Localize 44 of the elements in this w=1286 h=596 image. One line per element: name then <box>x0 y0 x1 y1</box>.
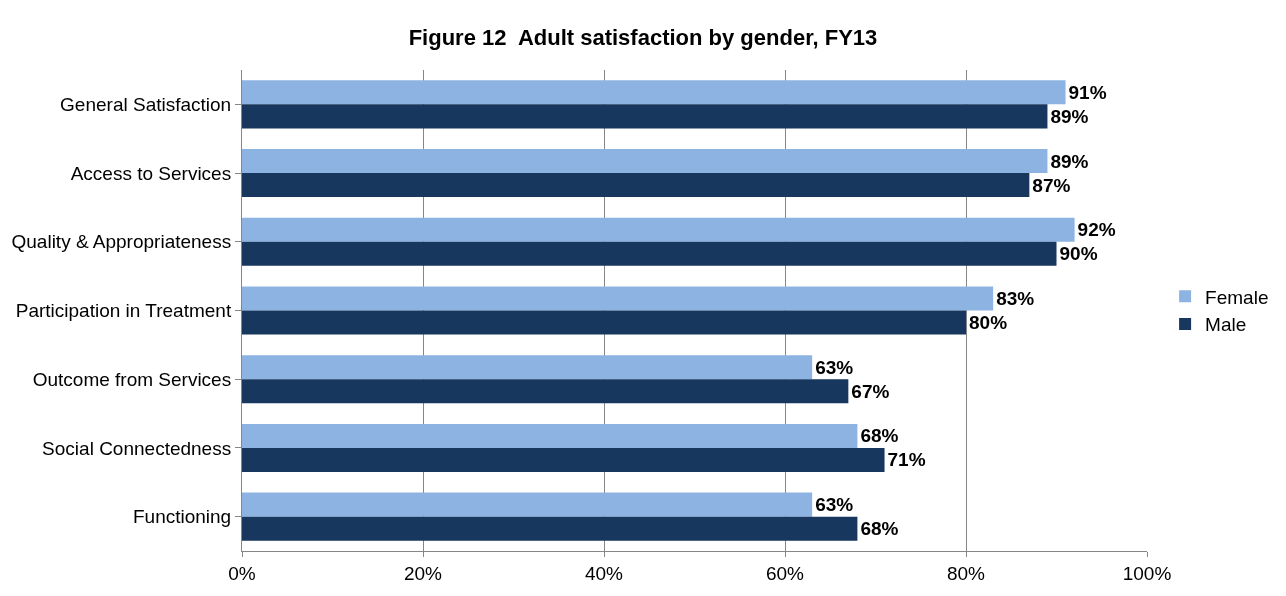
legend-label: Male <box>1205 314 1247 336</box>
x-tick-label: 20% <box>403 562 443 584</box>
bar <box>242 80 1066 105</box>
x-tick-label: 80% <box>946 562 986 584</box>
chart-title: Figure 12 Adult satisfaction by gender, FY13 <box>408 25 878 51</box>
data-label: 68% <box>860 518 899 540</box>
data-label: 90% <box>1059 243 1098 265</box>
data-label: 71% <box>887 449 926 471</box>
data-label: 67% <box>851 380 890 402</box>
y-tick-label: Access to Services <box>70 162 232 184</box>
x-tick-label: 0% <box>228 562 256 584</box>
data-label: 89% <box>1050 105 1089 127</box>
y-tick-label: Social Connectedness <box>42 437 232 459</box>
bar <box>242 516 858 541</box>
bar <box>242 492 813 517</box>
data-label: 89% <box>1050 150 1089 172</box>
data-label: 87% <box>1032 174 1071 196</box>
data-label: 68% <box>860 425 899 447</box>
bar <box>242 423 858 448</box>
bar <box>242 447 885 472</box>
x-tick-label: 60% <box>765 562 805 584</box>
x-tick-label: 100% <box>1122 562 1172 584</box>
data-label: 80% <box>969 312 1008 334</box>
y-tick-label: Outcome from Services <box>32 368 232 390</box>
x-tick-label: 40% <box>584 562 624 584</box>
bar <box>242 355 813 380</box>
y-tick-label: Functioning <box>132 506 232 528</box>
data-label: 63% <box>815 356 854 378</box>
y-tick-label: Quality & Appropriateness <box>11 231 232 253</box>
data-label: 92% <box>1077 219 1116 241</box>
data-label: 91% <box>1068 81 1107 103</box>
legend-label: Female <box>1205 286 1269 308</box>
y-tick-label: General Satisfaction <box>60 94 232 116</box>
bar <box>242 173 1030 198</box>
bar <box>242 149 1048 174</box>
bar <box>242 310 966 335</box>
bar <box>242 104 1048 129</box>
bar <box>242 379 849 404</box>
y-tick-label: Participation in Treatment <box>15 300 232 322</box>
data-label: 83% <box>996 287 1035 309</box>
bar <box>242 217 1075 242</box>
data-label: 63% <box>815 494 854 516</box>
bar <box>242 241 1057 266</box>
bar <box>242 286 994 311</box>
